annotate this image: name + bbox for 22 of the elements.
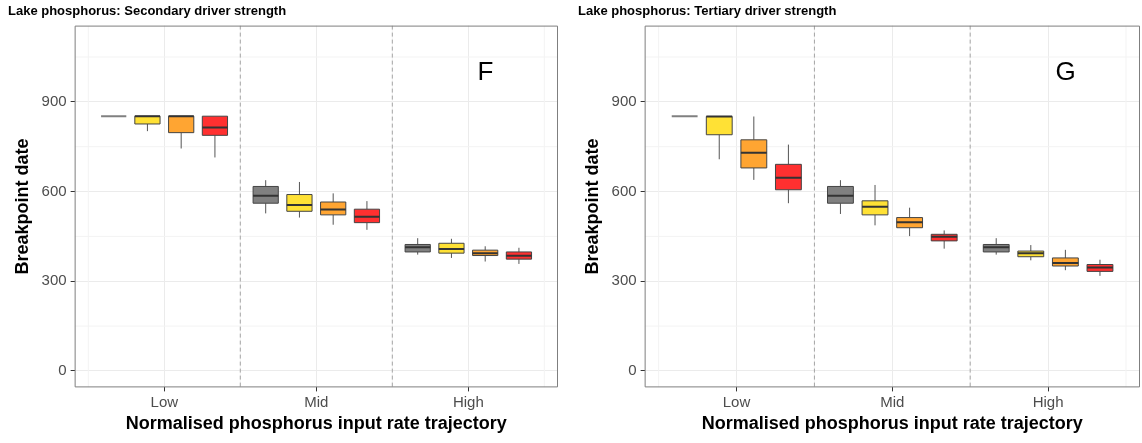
x-axis-title: Normalised phosphorus input rate trajectory <box>701 413 1083 434</box>
x-tick-label: Low <box>150 392 179 410</box>
y-tick-label: 900 <box>41 91 67 109</box>
y-tick-label: 0 <box>628 361 637 379</box>
annotation: G <box>1055 55 1076 86</box>
chart-title: Lake phosphorus: Tertiary driver strength <box>578 3 837 19</box>
y-axis-title: Breakpoint date <box>11 138 32 275</box>
chart-title: Lake phosphorus: Secondary driver strength <box>8 3 287 19</box>
y-tick-label: 300 <box>41 271 67 289</box>
y-tick-label: 300 <box>611 271 637 289</box>
x-tick-label: High <box>1032 392 1064 410</box>
y-tick-label: 600 <box>41 181 67 199</box>
x-tick-label: Low <box>722 392 751 410</box>
y-tick-label: 0 <box>58 361 67 379</box>
y-tick-label: 600 <box>611 181 637 199</box>
y-axis-title: Breakpoint date <box>581 138 602 275</box>
annotation: F <box>477 55 494 86</box>
x-tick-label: Mid <box>880 392 905 410</box>
x-tick-label: Mid <box>304 392 329 410</box>
x-tick-label: High <box>452 392 484 410</box>
x-axis-title: Normalised phosphorus input rate trajectory <box>125 413 507 434</box>
y-tick-label: 900 <box>611 91 637 109</box>
